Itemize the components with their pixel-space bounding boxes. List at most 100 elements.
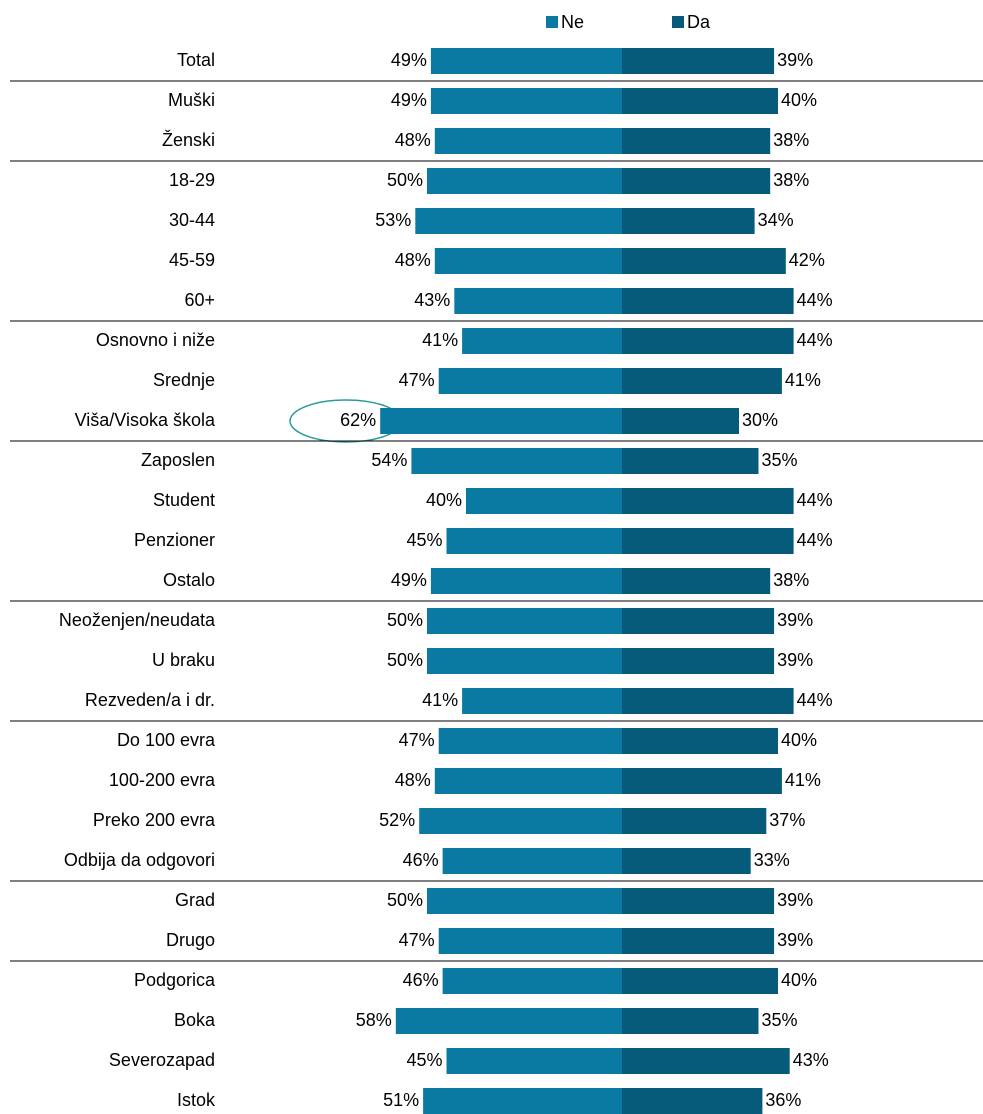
bar-da <box>622 248 786 274</box>
value-label: 62% <box>340 410 376 430</box>
bar-da <box>622 648 775 674</box>
bar-ne <box>415 208 622 234</box>
category-label: Rezveden/a i dr. <box>85 690 215 710</box>
legend-label: Ne <box>561 12 584 32</box>
value-label: 53% <box>375 210 411 230</box>
legend-swatch <box>672 16 684 28</box>
bar-da <box>622 1048 790 1074</box>
value-label: 40% <box>781 90 817 110</box>
bar-da <box>622 608 775 634</box>
value-label: 44% <box>797 290 833 310</box>
value-label: 34% <box>758 210 794 230</box>
value-label: 38% <box>773 130 809 150</box>
category-label: Severozapad <box>109 1050 215 1070</box>
value-label: 49% <box>391 50 427 70</box>
bar-ne <box>430 48 622 74</box>
category-label: Istok <box>177 1090 216 1110</box>
bar-ne <box>430 568 622 594</box>
bar-da <box>622 408 739 434</box>
bar-ne <box>411 448 622 474</box>
bar-ne <box>442 848 622 874</box>
category-label: Boka <box>174 1010 216 1030</box>
value-label: 43% <box>793 1050 829 1070</box>
bar-da <box>622 48 775 74</box>
value-label: 38% <box>773 170 809 190</box>
bar-da <box>622 728 778 754</box>
value-label: 45% <box>406 1050 442 1070</box>
value-label: 43% <box>414 290 450 310</box>
value-label: 36% <box>765 1090 801 1110</box>
bar-da <box>622 1088 763 1114</box>
value-label: 35% <box>762 1010 798 1030</box>
value-label: 33% <box>754 850 790 870</box>
legend-swatch <box>546 16 558 28</box>
category-label: Ženski <box>162 130 215 150</box>
bar-ne <box>434 248 622 274</box>
value-label: 48% <box>395 770 431 790</box>
value-label: 50% <box>387 170 423 190</box>
bar-ne <box>438 928 622 954</box>
category-label: Muški <box>168 90 215 110</box>
bar-da <box>622 528 794 554</box>
bar-da <box>622 848 751 874</box>
bar-ne <box>395 1008 622 1034</box>
value-label: 40% <box>426 490 462 510</box>
bar-ne <box>462 328 622 354</box>
category-label: 45-59 <box>169 250 215 270</box>
category-label: Drugo <box>166 930 215 950</box>
value-label: 44% <box>797 490 833 510</box>
bar-da <box>622 328 794 354</box>
value-label: 41% <box>785 370 821 390</box>
category-label: 60+ <box>184 290 215 310</box>
bar-da <box>622 168 771 194</box>
bar-da <box>622 448 759 474</box>
category-label: Total <box>177 50 215 70</box>
value-label: 41% <box>422 690 458 710</box>
bar-da <box>622 688 794 714</box>
bar-ne <box>427 888 622 914</box>
bar-da <box>622 88 778 114</box>
category-label: Student <box>153 490 215 510</box>
category-label: 30-44 <box>169 210 215 230</box>
bar-ne <box>446 1048 622 1074</box>
value-label: 30% <box>742 410 778 430</box>
bar-da <box>622 128 771 154</box>
value-label: 46% <box>403 850 439 870</box>
value-label: 49% <box>391 90 427 110</box>
value-label: 48% <box>395 250 431 270</box>
bar-ne <box>423 1088 622 1114</box>
value-label: 41% <box>785 770 821 790</box>
category-label: Grad <box>175 890 215 910</box>
value-label: 49% <box>391 570 427 590</box>
bar-ne <box>454 288 622 314</box>
bar-ne <box>446 528 622 554</box>
category-label: Odbija da odgovori <box>64 850 215 870</box>
value-label: 54% <box>371 450 407 470</box>
bar-ne <box>466 488 622 514</box>
bar-da <box>622 808 767 834</box>
value-label: 50% <box>387 890 423 910</box>
category-label: Do 100 evra <box>117 730 216 750</box>
value-label: 44% <box>797 330 833 350</box>
value-label: 46% <box>403 970 439 990</box>
bar-da <box>622 368 782 394</box>
bar-ne <box>434 768 622 794</box>
bar-ne <box>438 728 622 754</box>
value-label: 35% <box>762 450 798 470</box>
value-label: 39% <box>777 610 813 630</box>
category-label: 100-200 evra <box>109 770 216 790</box>
bar-ne <box>442 968 622 994</box>
bar-da <box>622 888 775 914</box>
bar-da <box>622 208 755 234</box>
bar-ne <box>419 808 622 834</box>
category-label: 18-29 <box>169 170 215 190</box>
value-label: 40% <box>781 970 817 990</box>
value-label: 47% <box>399 370 435 390</box>
category-label: Srednje <box>153 370 215 390</box>
value-label: 50% <box>387 610 423 630</box>
value-label: 58% <box>356 1010 392 1030</box>
value-label: 44% <box>797 530 833 550</box>
value-label: 37% <box>769 810 805 830</box>
bar-da <box>622 488 794 514</box>
